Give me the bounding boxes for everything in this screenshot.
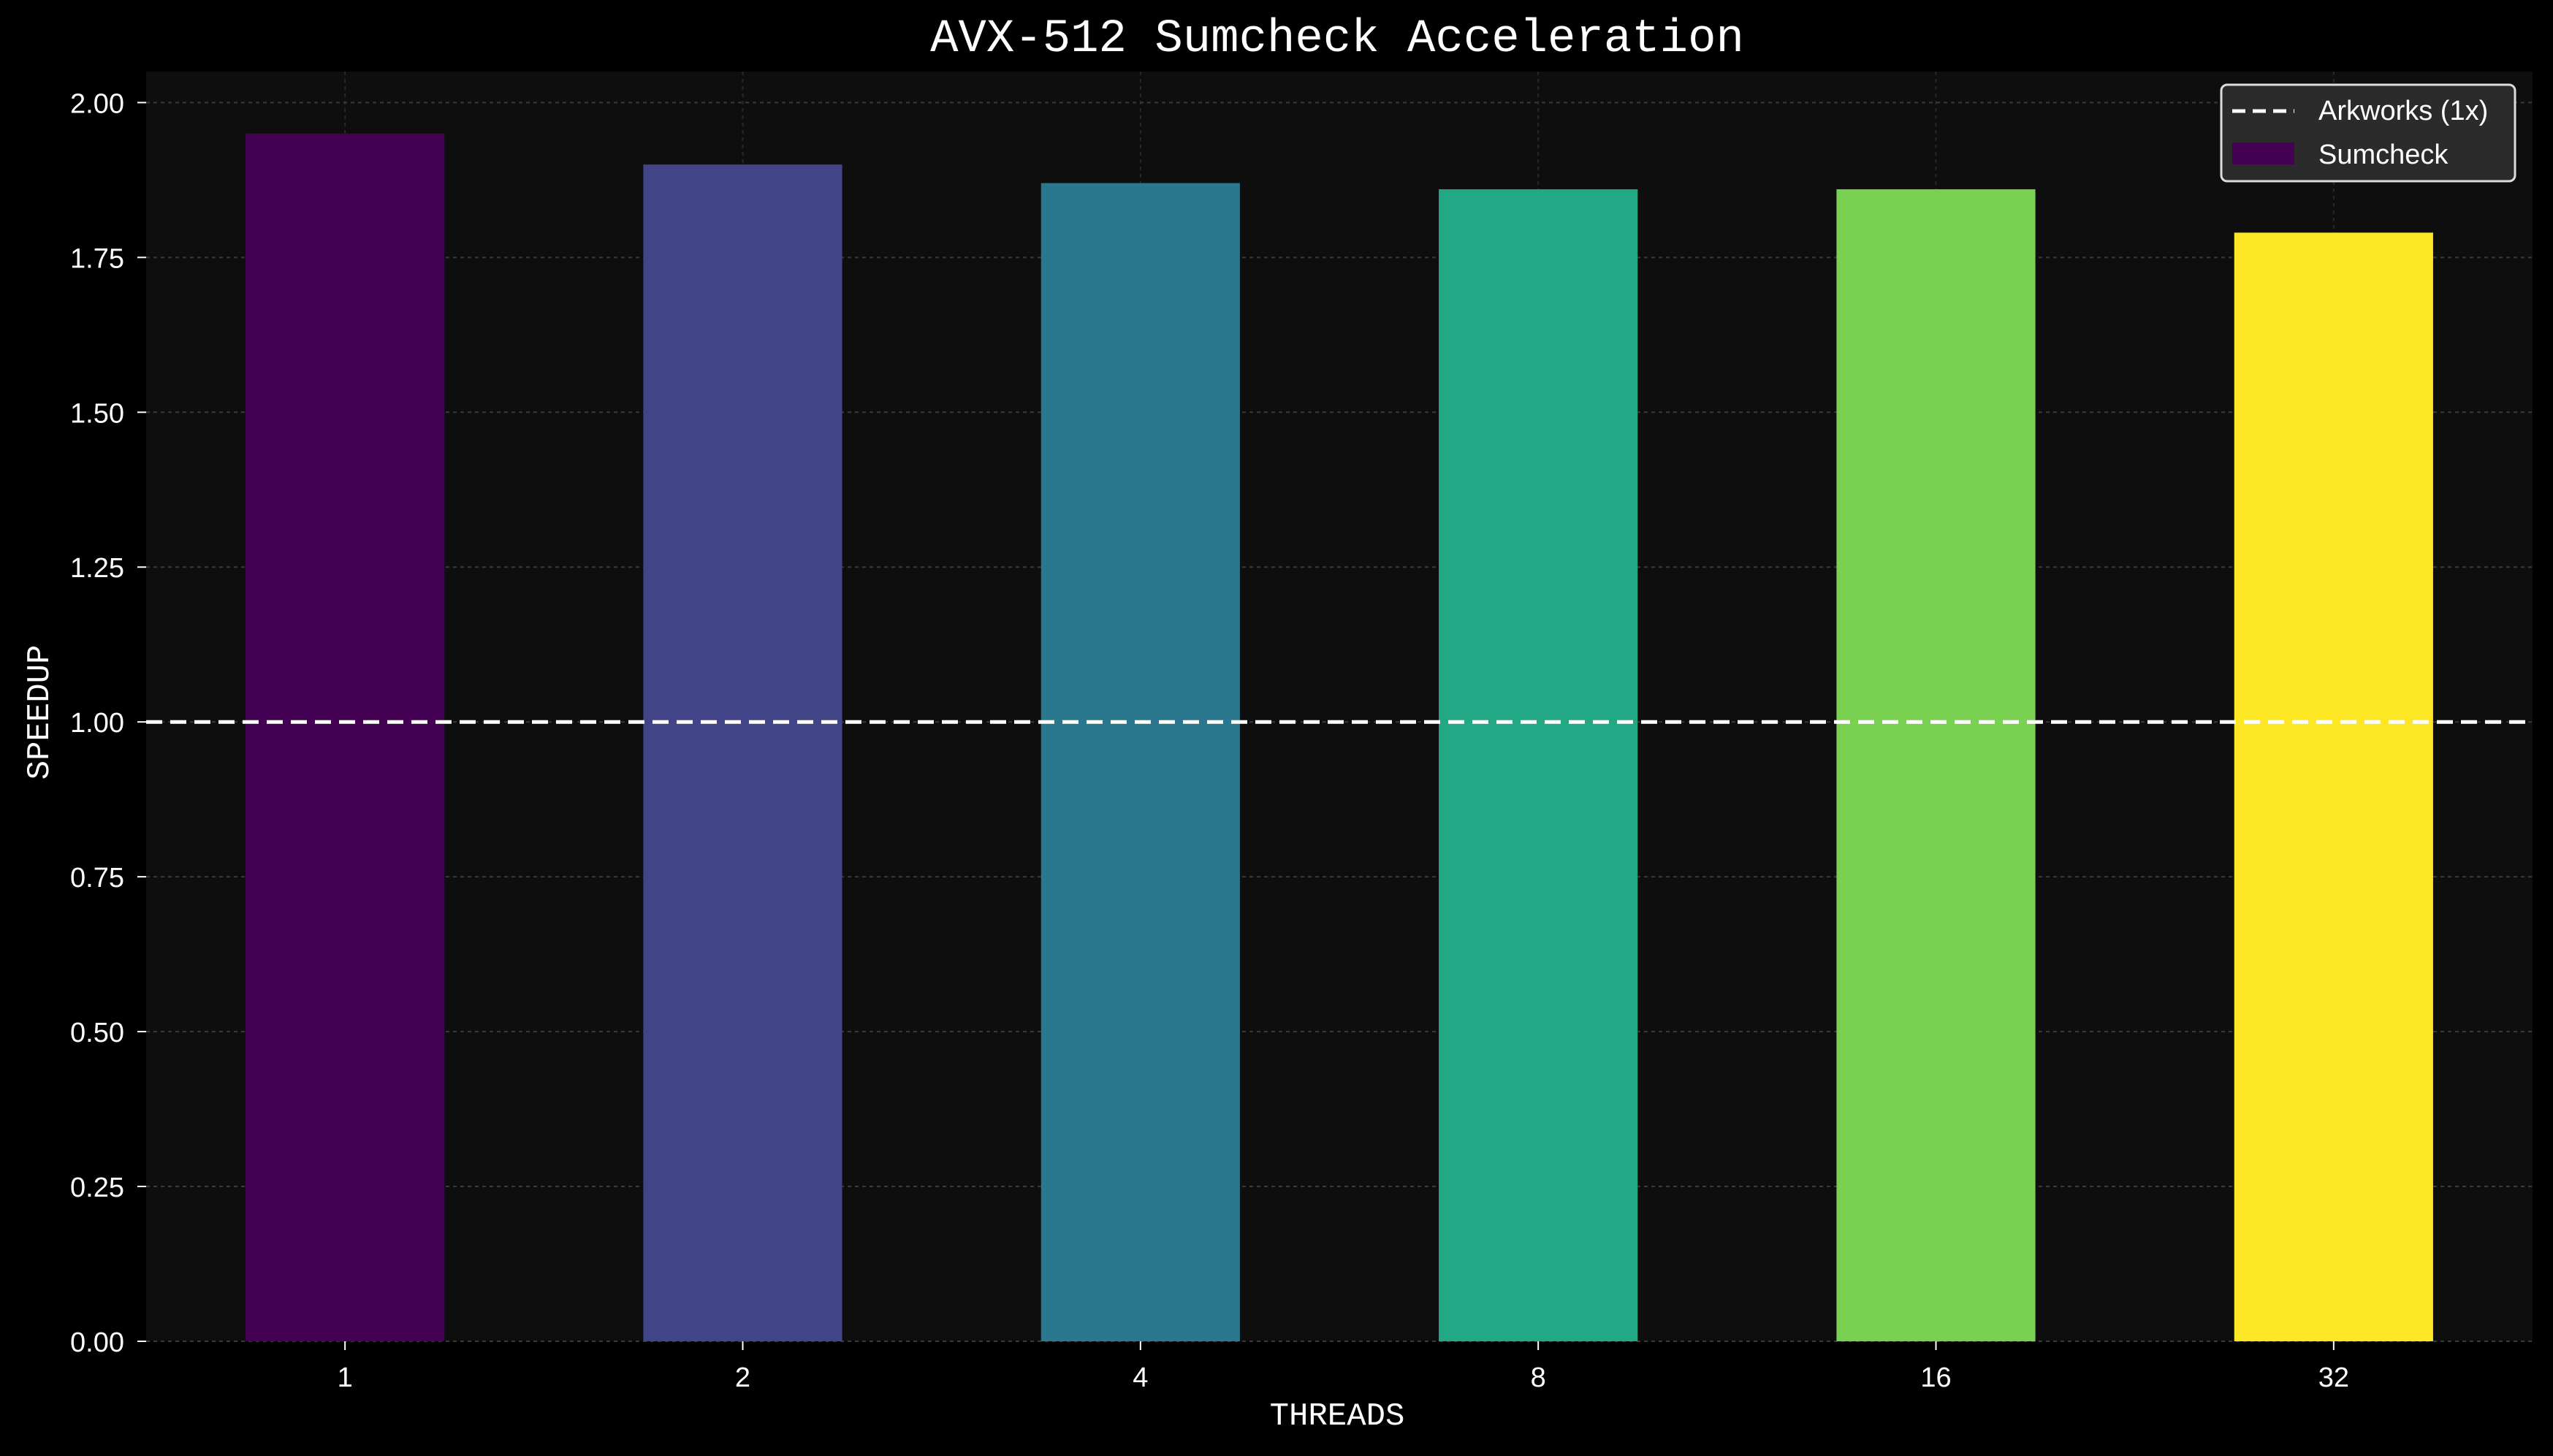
y-tick-label: 2.00 <box>70 88 124 119</box>
x-axis-label: THREADS <box>1270 1398 1405 1435</box>
y-tick-label: 1.00 <box>70 708 124 739</box>
bar-threads-8 <box>1439 189 1638 1342</box>
x-tick-label: 32 <box>2318 1362 2349 1393</box>
y-tick-label: 1.75 <box>70 243 124 274</box>
x-tick-label: 4 <box>1133 1362 1148 1393</box>
x-tick-label: 1 <box>338 1362 353 1393</box>
x-tick-label: 2 <box>735 1362 750 1393</box>
plot-area <box>146 72 2533 1341</box>
y-axis-label: SPEEDUP <box>22 645 58 780</box>
y-tick-label: 0.75 <box>70 863 124 893</box>
gridlines <box>146 72 2533 1342</box>
legend-box <box>2220 83 2516 183</box>
bar-threads-32 <box>2234 232 2433 1342</box>
bar-threads-4 <box>1040 183 1240 1342</box>
bars <box>246 133 2433 1342</box>
chart-title: AVX-512 Sumcheck Acceleration <box>930 13 1744 66</box>
x-tick-label: 16 <box>1920 1362 1951 1393</box>
bar-threads-16 <box>1836 189 2036 1342</box>
bar-threads-1 <box>246 133 445 1341</box>
y-tick-label: 1.50 <box>70 398 124 429</box>
x-tick-label: 8 <box>1531 1362 1546 1393</box>
y-tick-label: 0.50 <box>70 1018 124 1048</box>
y-axis-ticks: 0.00 0.25 0.50 0.75 1.00 1.25 1.50 1.75 2.00 <box>70 88 146 1358</box>
legend-swatch-icon <box>2232 142 2294 164</box>
legend: Arkworks (1x) Sumcheck <box>2220 83 2516 183</box>
y-tick-label: 0.25 <box>70 1173 124 1203</box>
legend-label-reference: Arkworks (1x) <box>2318 96 2488 126</box>
y-tick-label: 0.00 <box>70 1327 124 1358</box>
y-tick-label: 1.25 <box>70 553 124 584</box>
legend-label-series: Sumcheck <box>2318 140 2449 170</box>
x-axis-ticks: 1 2 4 8 16 32 <box>338 1341 2349 1393</box>
bar-threads-2 <box>643 164 842 1341</box>
